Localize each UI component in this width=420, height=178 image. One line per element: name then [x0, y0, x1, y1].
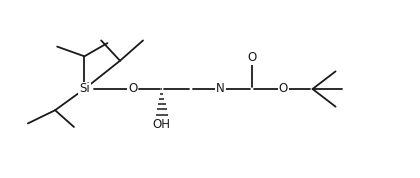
Text: N: N	[216, 82, 225, 96]
Text: O: O	[247, 51, 257, 64]
Text: Si: Si	[79, 82, 90, 96]
Text: OH: OH	[153, 118, 171, 131]
Text: O: O	[128, 82, 137, 96]
Text: O: O	[278, 82, 288, 96]
